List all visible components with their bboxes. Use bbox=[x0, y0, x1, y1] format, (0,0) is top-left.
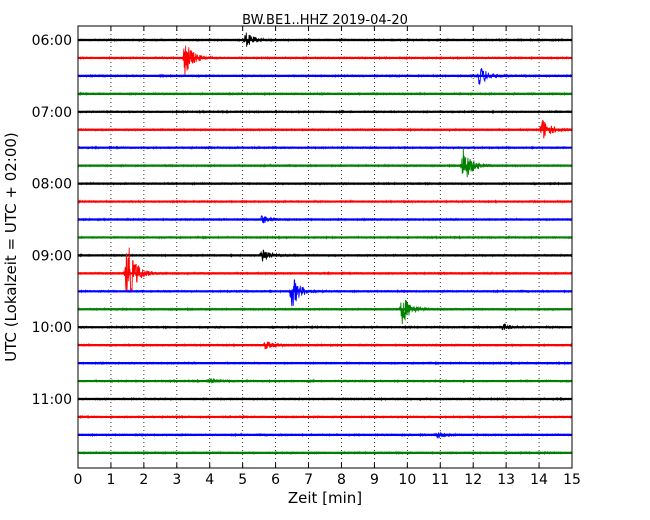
x-tick-label: 11 bbox=[431, 472, 449, 488]
seismogram-traces bbox=[77, 32, 573, 456]
seismogram-trace bbox=[77, 147, 573, 178]
y-tick-label: 10:00 bbox=[32, 320, 72, 336]
y-tick-label: 06:00 bbox=[32, 33, 72, 49]
x-tick-label: 1 bbox=[106, 472, 115, 488]
x-tick-label: 6 bbox=[271, 472, 280, 488]
x-tick-label: 4 bbox=[205, 472, 214, 488]
x-axis-ticks: 0 1 2 3 4 5 6 7 8 9 10 11 12 13 14 15 bbox=[74, 26, 581, 488]
x-tick-label: 8 bbox=[337, 472, 346, 488]
x-tick-label: 9 bbox=[370, 472, 379, 488]
chart-title: BW.BE1..HHZ 2019-04-20 bbox=[242, 13, 408, 28]
y-axis-ticks: 06:00 07:00 08:00 09:00 10:00 11:00 bbox=[32, 33, 572, 408]
y-tick-label: 11:00 bbox=[32, 392, 72, 408]
y-tick-label: 07:00 bbox=[32, 105, 72, 121]
y-axis-label: UTC (Lokalzeit = UTC + 02:00) bbox=[2, 132, 20, 362]
x-axis-label: Zeit [min] bbox=[288, 489, 362, 507]
seismogram-trace bbox=[77, 45, 573, 76]
x-tick-label: 15 bbox=[563, 472, 581, 488]
x-tick-label: 0 bbox=[74, 472, 83, 488]
y-tick-label: 08:00 bbox=[32, 177, 72, 193]
x-tick-label: 3 bbox=[172, 472, 181, 488]
plot-frame bbox=[77, 25, 573, 469]
x-tick-label: 10 bbox=[398, 472, 416, 488]
x-tick-label: 14 bbox=[530, 472, 548, 488]
seismogram-trace bbox=[77, 279, 573, 307]
x-tick-label: 5 bbox=[238, 472, 247, 488]
x-tick-label: 13 bbox=[497, 472, 515, 488]
x-tick-label: 2 bbox=[139, 472, 148, 488]
y-tick-label: 09:00 bbox=[32, 248, 72, 264]
x-tick-label: 12 bbox=[464, 472, 482, 488]
seismogram-trace bbox=[77, 299, 573, 325]
x-tick-label: 7 bbox=[304, 472, 313, 488]
grid-lines bbox=[110, 26, 540, 468]
